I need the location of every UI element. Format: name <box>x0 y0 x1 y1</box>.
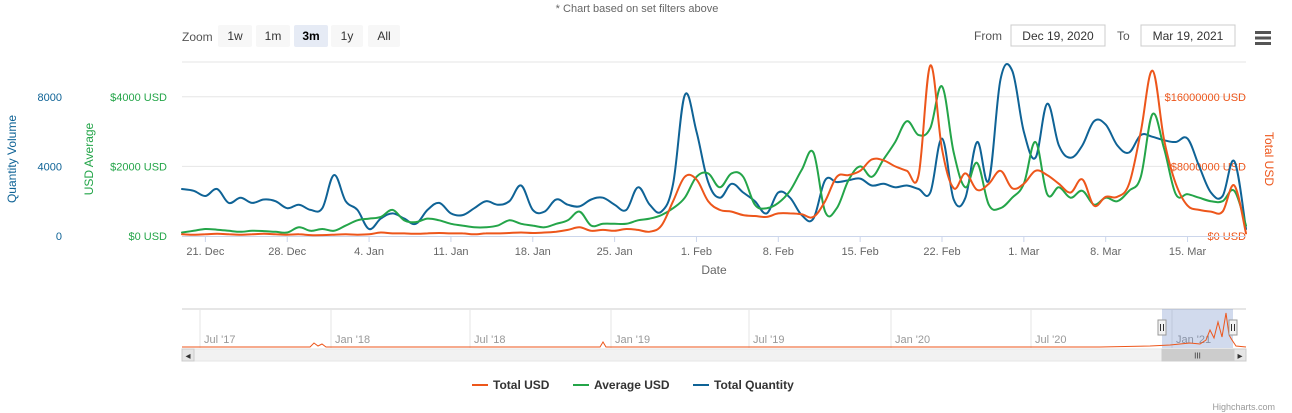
x-tick-label: 11. Jan <box>433 246 468 258</box>
chart-note: * Chart based on set filters above <box>556 3 719 15</box>
y-tick-average: $0 USD <box>128 231 167 243</box>
to-date-box[interactable] <box>1140 24 1236 47</box>
navigator-tick-label: Jul '20 <box>1035 334 1066 346</box>
y-tick-quantity: 4000 <box>38 161 62 173</box>
x-tick-label: 18. Jan <box>515 246 551 258</box>
scrollbar-grip-icon[interactable]: III <box>1194 352 1201 361</box>
y-tick-quantity: 8000 <box>38 92 62 104</box>
x-axis-title: Date <box>701 263 727 277</box>
x-tick-label: 25. Jan <box>597 246 633 258</box>
y-tick-average: $4000 USD <box>110 92 167 104</box>
y-tick-total: $16000000 USD <box>1165 92 1246 104</box>
zoom-button-all[interactable]: All <box>368 25 400 47</box>
zoom-button-label[interactable]: All <box>377 29 390 43</box>
scroll-left-arrow-icon[interactable]: ◂ <box>185 351 190 362</box>
x-tick-label: 28. Dec <box>268 246 306 258</box>
navigator-tick-label: Jul '17 <box>204 334 235 346</box>
x-tick-label: 15. Feb <box>841 246 878 258</box>
navigator-tick-label: Jan '19 <box>615 334 650 346</box>
from-date-input[interactable]: Dec 19, 2020 <box>1022 29 1094 43</box>
x-tick-label: 4. Jan <box>354 246 384 258</box>
x-tick-label: 21. Dec <box>186 246 224 258</box>
y-axes: 0 4000 8000 Quantity Volume $0 USD $2000 USD $… <box>5 92 1276 243</box>
credits-link[interactable]: Highcharts.com <box>1212 402 1275 412</box>
navigator-selected-range[interactable] <box>1162 309 1233 348</box>
x-axis: 21. Dec 28. Dec 4. Jan 11. Jan 18. Jan 25. Ja… <box>182 236 1246 258</box>
plot-grid <box>182 61 1246 167</box>
x-tick-label: 15. Mar <box>1169 246 1207 258</box>
zoom-button-bg[interactable] <box>368 25 400 47</box>
x-tick-label: 22. Feb <box>923 246 960 258</box>
navigator-handle-box[interactable] <box>1228 319 1238 336</box>
series-line-total-quantity[interactable] <box>181 63 1247 231</box>
x-tick-label: 1. Mar <box>1008 246 1040 258</box>
y-axis-title-quantity: Quantity Volume <box>5 115 19 203</box>
navigator-tick-label: Jul '19 <box>753 334 784 346</box>
series-lines <box>181 63 1247 237</box>
zoom-button-label[interactable]: 1w <box>227 29 243 43</box>
navigator-handle-box[interactable] <box>1157 319 1167 336</box>
legend-item-total-quantity[interactable]: Total Quantity <box>693 378 794 392</box>
zoom-buttons: 1w 1m 3m 1y All <box>218 25 400 47</box>
zoom-button-1m[interactable]: 1m <box>256 25 290 47</box>
legend-label[interactable]: Total USD <box>493 378 550 392</box>
navigator-scrollbar[interactable]: ◂ III ▸ <box>181 348 1247 362</box>
hamburger-menu-icon[interactable] <box>1252 29 1272 47</box>
y-tick-total: $8000000 USD <box>1171 161 1246 173</box>
navigator-series-line <box>182 312 1247 348</box>
zoom-button-1w[interactable]: 1w <box>218 25 252 47</box>
zoom-button-label[interactable]: 1y <box>341 29 354 43</box>
legend: Total USD Average USD Total Quantity <box>472 378 794 392</box>
legend-item-total-usd[interactable]: Total USD <box>472 378 550 392</box>
y-axis-title-average: USD Average <box>82 122 96 195</box>
zoom-label: Zoom <box>182 30 213 44</box>
navigator-tick-label: Jan '18 <box>335 334 370 346</box>
navigator-tick-label: Jan '20 <box>895 334 930 346</box>
navigator-tick-label: Jul '18 <box>474 334 505 346</box>
from-label: From <box>974 29 1002 43</box>
y-tick-average: $2000 USD <box>110 161 167 173</box>
navigator: Jul '17 Jan '18 Jul '18 Jan '19 Jul '19 Jan '… <box>181 308 1247 362</box>
from-date-box[interactable] <box>1010 24 1106 47</box>
legend-label[interactable]: Total Quantity <box>714 378 794 392</box>
scrollbar-left-button[interactable] <box>181 348 195 362</box>
scrollbar-thumb[interactable] <box>1161 348 1234 362</box>
scrollbar-track[interactable] <box>181 348 1247 362</box>
to-date-input[interactable]: Mar 19, 2021 <box>1153 29 1224 43</box>
y-tick-quantity: 0 <box>56 231 62 243</box>
navigator-left-handle[interactable] <box>1157 319 1167 336</box>
zoom-button-bg[interactable] <box>294 25 328 47</box>
zoom-button-3m[interactable]: 3m <box>294 25 328 47</box>
zoom-button-bg[interactable] <box>256 25 290 47</box>
zoom-button-label[interactable]: 1m <box>265 29 282 43</box>
series-line-average-usd[interactable] <box>181 85 1247 234</box>
range-selector: Zoom 1w 1m 3m 1y All From Dec 19, 2020 To Ma… <box>182 24 1272 47</box>
zoom-button-bg[interactable] <box>331 25 363 47</box>
legend-item-average-usd[interactable]: Average USD <box>573 378 670 392</box>
x-tick-label: 1. Feb <box>681 246 712 258</box>
x-tick-label: 8. Feb <box>763 246 794 258</box>
to-label: To <box>1117 29 1130 43</box>
navigator-right-handle[interactable] <box>1228 319 1238 336</box>
zoom-button-bg[interactable] <box>218 25 252 47</box>
x-tick-label: 8. Mar <box>1090 246 1122 258</box>
series-line-total-usd[interactable] <box>181 64 1247 237</box>
scrollbar-right-button[interactable] <box>1233 348 1247 362</box>
zoom-button-1y[interactable]: 1y <box>331 25 363 47</box>
scroll-right-arrow-icon[interactable]: ▸ <box>1237 351 1242 362</box>
legend-label[interactable]: Average USD <box>594 378 670 392</box>
y-axis-title-total: Total USD <box>1262 132 1276 186</box>
zoom-button-label[interactable]: 3m <box>302 29 319 43</box>
